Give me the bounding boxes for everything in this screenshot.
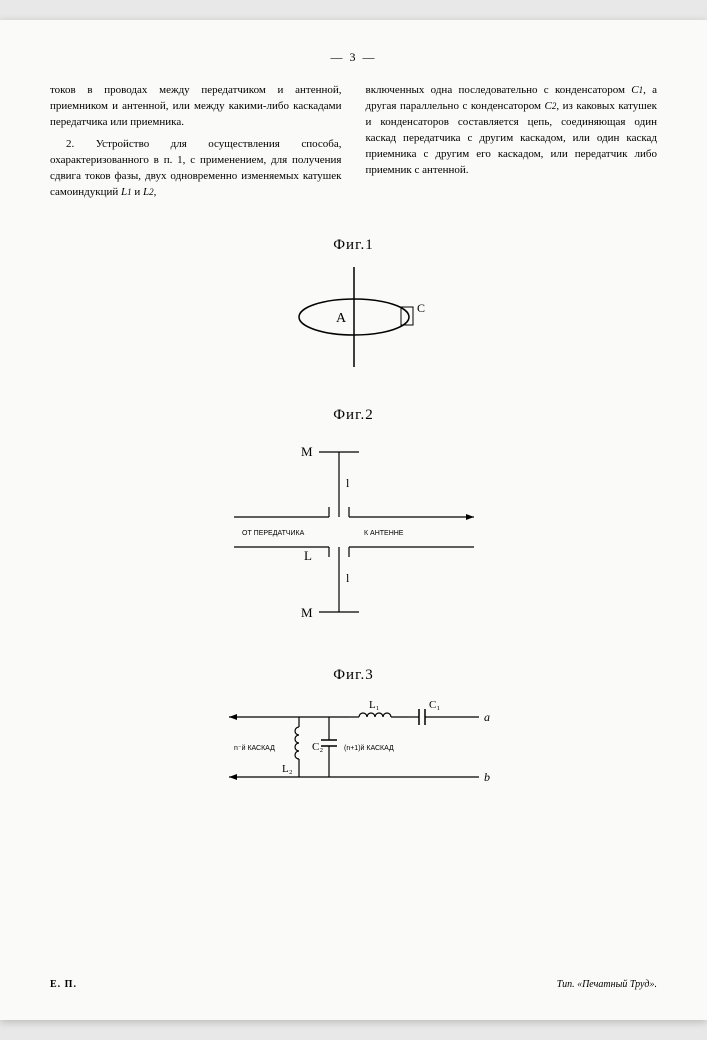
and-text: и bbox=[132, 186, 143, 198]
footer-right: Тип. «Печатный Труд». bbox=[557, 979, 657, 990]
right-column: включенных одна последовательно с конден… bbox=[366, 83, 658, 207]
figure-1: Фиг.1 A C bbox=[264, 237, 444, 377]
svg-text:C₁: C₁ bbox=[429, 699, 440, 711]
figure-2: Фиг.2 M l ОТ ПЕР bbox=[214, 407, 494, 637]
p2-end: , bbox=[154, 186, 157, 198]
page-footer: Е. П. Тип. «Печатный Труд». bbox=[50, 979, 657, 990]
footer-left: Е. П. bbox=[50, 979, 77, 990]
fig1-label: Фиг.1 bbox=[264, 237, 444, 254]
para-r1: включенных одна последовательно с конден… bbox=[366, 83, 658, 179]
svg-text:l: l bbox=[346, 476, 350, 490]
figure-3: Фиг.3 L₁ C₁ a b bbox=[204, 667, 504, 807]
fig3-left-cascade: n⁻й КАСКАД bbox=[234, 744, 275, 752]
svg-text:b: b bbox=[484, 770, 490, 784]
r1-start: включенных одна последовательно с конден… bbox=[366, 84, 632, 96]
para-2: 2. Устройство для осуществления способа,… bbox=[50, 137, 342, 201]
fig2-diagram: M l ОТ ПЕРЕДАТЧИКА К АНТЕННЕ L bbox=[214, 432, 494, 632]
sym-c1: C bbox=[631, 84, 638, 96]
svg-text:L₁: L₁ bbox=[369, 699, 380, 711]
svg-text:M: M bbox=[301, 444, 313, 459]
fig2-label: Фиг.2 bbox=[214, 407, 494, 424]
p2-text: 2. Устройство для осуществления способа,… bbox=[50, 138, 342, 198]
fig1-C: C bbox=[417, 301, 425, 315]
fig2-left-text: ОТ ПЕРЕДАТЧИКА bbox=[242, 530, 305, 537]
fig3-right-cascade: (n+1)й КАСКАД bbox=[344, 744, 394, 752]
svg-text:L: L bbox=[304, 548, 312, 563]
svg-text:M: M bbox=[301, 605, 313, 620]
fig3-diagram: L₁ C₁ a b L₂ C₂ bbox=[204, 692, 504, 802]
para-1: токов в проводах между передатчиком и ан… bbox=[50, 83, 342, 131]
svg-text:a: a bbox=[484, 710, 490, 724]
sym-c2: C bbox=[545, 100, 552, 112]
fig3-label: Фиг.3 bbox=[204, 667, 504, 684]
figures-container: Фиг.1 A C Фиг.2 M l bbox=[50, 237, 657, 807]
svg-text:l: l bbox=[346, 571, 350, 585]
page-number: — 3 — bbox=[50, 50, 657, 65]
svg-text:L₂: L₂ bbox=[282, 763, 293, 775]
text-columns: токов в проводах между передатчиком и ан… bbox=[50, 83, 657, 207]
fig1-A: A bbox=[336, 311, 347, 326]
left-column: токов в проводах между передатчиком и ан… bbox=[50, 83, 342, 207]
document-page: — 3 — токов в проводах между передатчико… bbox=[0, 20, 707, 1020]
fig1-diagram: A C bbox=[264, 262, 444, 372]
fig2-right-text: К АНТЕННЕ bbox=[364, 530, 404, 537]
svg-text:C₂: C₂ bbox=[312, 741, 323, 753]
